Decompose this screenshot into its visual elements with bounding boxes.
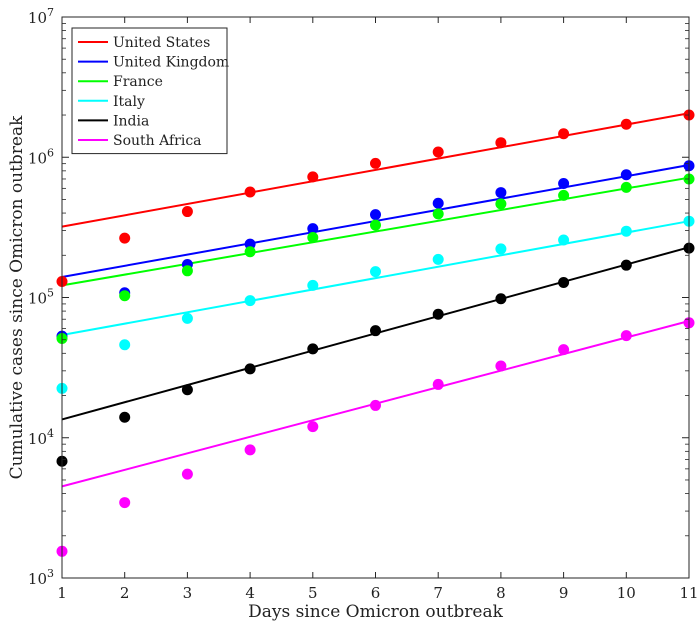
y-tick-label-exponent: 5 [47,287,54,300]
data-point [181,206,193,218]
x-tick-label: 7 [433,584,443,602]
data-point [620,259,632,271]
y-tick-label-base: 10 [28,149,47,167]
x-axis-label: Days since Omicron outbreak [248,602,504,622]
data-point [119,290,131,302]
legend: United States United Kingdom France Italy In… [71,27,229,155]
data-point [432,146,444,158]
data-point [432,253,444,265]
data-point [620,330,632,342]
y-tick-label: 105 [28,287,54,308]
data-point [244,444,256,456]
data-point [620,118,632,130]
data-point [307,279,319,291]
data-point [558,189,570,201]
y-tick-label-base: 10 [28,430,47,448]
data-point [432,197,444,209]
data-point [558,234,570,246]
data-point [119,411,131,423]
legend-label: Italy [113,94,145,110]
y-tick-label-exponent: 4 [47,427,54,440]
x-tick-label: 4 [245,584,255,602]
x-tick-label: 3 [183,584,193,602]
markers [56,109,695,557]
y-axis-label: Cumulative cases since Omicron outbreak [7,115,27,480]
y-tick-label: 106 [28,146,54,167]
y-tick-label-base: 10 [28,570,47,588]
legend-label: United States [113,35,210,51]
legend-box [71,27,228,155]
data-point [432,208,444,220]
data-point [181,468,193,480]
data-point [370,157,381,169]
y-tick-label-base: 10 [28,9,47,27]
data-point [181,312,193,324]
legend-label: France [113,74,163,90]
data-point [432,378,444,390]
data-point [307,231,319,243]
legend-label: India [113,113,149,129]
data-point [119,497,131,509]
data-point [495,293,507,305]
data-point [307,171,319,183]
data-point [244,363,256,375]
y-tick-label: 103 [28,567,54,588]
y-tick-label: 107 [28,6,54,27]
x-tick-label: 11 [679,584,697,602]
data-point [370,209,381,221]
data-point [620,181,632,193]
data-point [370,325,381,337]
x-tick-label: 9 [559,584,569,602]
data-point [370,219,381,231]
x-tick-label: 10 [617,584,636,602]
data-point [119,339,131,351]
data-point [495,198,507,210]
data-point [244,186,256,198]
fit-line [61,220,690,337]
x-tick-label: 2 [120,584,130,602]
data-point [307,421,319,433]
y-tick-label-exponent: 6 [47,146,54,159]
y-tick-label: 104 [28,427,54,448]
y-tick-label-exponent: 7 [47,6,54,19]
data-point [307,223,319,235]
data-point [432,308,444,320]
data-point [495,187,507,199]
y-tick-label-base: 10 [28,290,47,308]
data-point [307,343,319,355]
x-tick-label: 6 [371,584,381,602]
data-point [119,232,131,244]
data-point [244,246,256,258]
x-tick-label: 5 [308,584,318,602]
x-tick-label: 1 [57,584,67,602]
data-point [244,295,256,307]
data-point [495,137,507,149]
y-tick-label-exponent: 3 [47,567,54,580]
data-point [558,177,570,189]
data-point [495,243,507,255]
legend-label: United Kingdom [113,55,229,71]
x-tick-label: 8 [496,584,506,602]
data-point [181,265,193,277]
data-point [495,360,507,372]
data-point [558,344,570,356]
fit-line [61,112,690,228]
data-point [620,169,632,181]
fit-line [61,176,690,287]
data-point [181,384,193,396]
data-point [558,128,570,140]
data-point [370,399,381,411]
data-point [620,225,632,237]
data-point [558,276,570,288]
legend-label: South Africa [113,133,202,149]
data-point [244,238,256,250]
data-point [370,266,381,278]
